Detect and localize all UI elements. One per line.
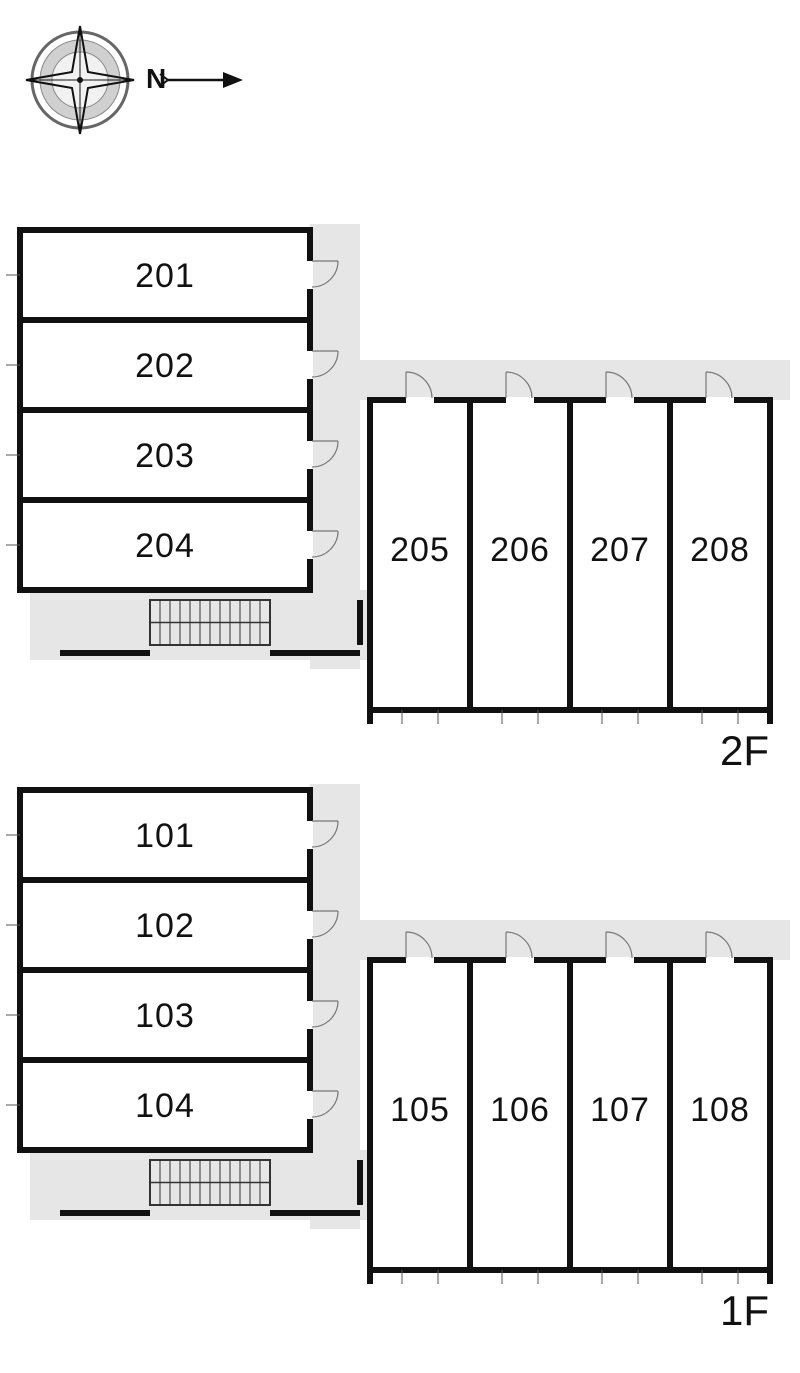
unit-label-103: 103 xyxy=(135,997,195,1035)
unit-label-104: 104 xyxy=(135,1087,195,1125)
floor-1F: 101 102 103 104 105 106 107 108 1F xyxy=(6,784,790,1334)
unit-label-105: 105 xyxy=(390,1091,450,1129)
unit-label-207: 207 xyxy=(590,531,650,569)
unit-label-205: 205 xyxy=(390,531,450,569)
unit-label-101: 101 xyxy=(135,817,195,855)
unit-label-201: 201 xyxy=(135,257,195,295)
unit-label-203: 203 xyxy=(135,437,195,475)
unit-label-202: 202 xyxy=(135,347,195,385)
floor-label-1F: 1F xyxy=(720,1287,769,1334)
unit-label-102: 102 xyxy=(135,907,195,945)
unit-label-106: 106 xyxy=(490,1091,550,1129)
floorplan-svg: N2012022032042052062072082F1011021031041… xyxy=(0,0,800,1373)
compass-icon: N xyxy=(26,26,243,134)
floor-label-2F: 2F xyxy=(720,727,769,774)
floorplan-diagram: N2012022032042052062072082F1011021031041… xyxy=(0,0,800,1373)
unit-label-108: 108 xyxy=(690,1091,750,1129)
unit-label-206: 206 xyxy=(490,531,550,569)
floor-2F: 201 202 203 204 205 206 207 208 2F xyxy=(6,224,790,774)
unit-label-208: 208 xyxy=(690,531,750,569)
compass-north-label: N xyxy=(146,63,166,94)
unit-label-204: 204 xyxy=(135,527,195,565)
unit-label-107: 107 xyxy=(590,1091,650,1129)
